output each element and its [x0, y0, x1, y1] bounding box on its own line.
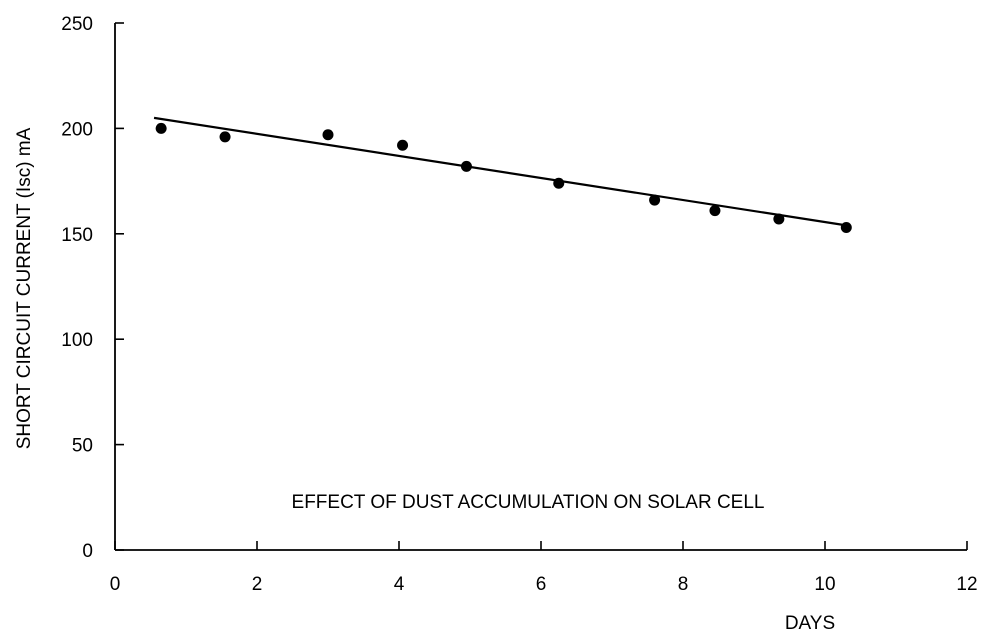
x-tick-label: 0	[110, 574, 121, 595]
y-tick-label: 0	[82, 541, 93, 562]
x-tick-label: 12	[956, 574, 977, 595]
data-point	[773, 213, 785, 225]
y-tick-label: 150	[61, 225, 93, 246]
y-tick-label: 50	[72, 436, 93, 457]
tick-labels: 0 50 100 150 200 250 0 2 4 6 8 10 12	[61, 14, 977, 595]
y-tick-label: 200	[61, 119, 93, 140]
x-tick-label: 10	[814, 574, 835, 595]
y-tick-label: 100	[61, 330, 93, 351]
data-point	[460, 160, 472, 172]
trend-line	[153, 116, 847, 227]
chart-annotation: EFFECT OF DUST ACCUMULATION ON SOLAR CEL…	[292, 492, 765, 513]
data-point	[397, 139, 409, 151]
y-axis-title: SHORT CIRCUIT CURRENT (Isc) mA	[14, 127, 35, 449]
x-tick-label: 8	[678, 574, 689, 595]
x-tick-label: 2	[252, 574, 263, 595]
data-points	[155, 122, 852, 233]
data-point	[840, 221, 852, 233]
x-tick-label: 4	[394, 574, 405, 595]
data-point	[649, 194, 661, 206]
data-point	[322, 129, 334, 141]
data-point	[219, 131, 231, 143]
data-point	[553, 177, 565, 189]
x-tick-label: 6	[536, 574, 547, 595]
data-point	[709, 205, 721, 217]
y-tick-label: 250	[61, 14, 93, 35]
data-point	[155, 122, 167, 134]
axes	[114, 23, 967, 551]
tick-marks	[114, 22, 968, 551]
x-axis-title: DAYS	[785, 613, 835, 633]
